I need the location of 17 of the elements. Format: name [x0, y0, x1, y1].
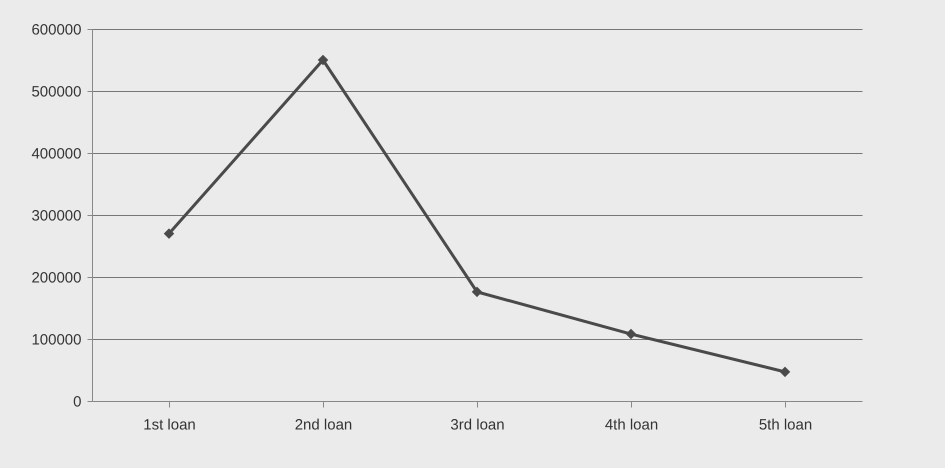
x-tick-label: 1st loan — [143, 416, 196, 434]
y-tick-label: 400000 — [31, 146, 82, 162]
x-tick-label: 4th loan — [604, 416, 658, 434]
point — [318, 54, 328, 66]
y-tick-label: 100000 — [31, 332, 82, 348]
y-tick-label: 200000 — [31, 270, 82, 286]
point — [164, 228, 174, 239]
x-tick-label: 2nd loan — [294, 416, 352, 434]
y-tick-label: 600000 — [31, 22, 82, 38]
point — [472, 286, 482, 298]
y-tick-label: 300000 — [31, 208, 82, 224]
point — [780, 366, 790, 378]
point — [626, 328, 636, 340]
x-tick-label: 3rd loan — [450, 416, 505, 434]
x-tick-label: 5th loan — [758, 416, 812, 434]
y-tick-label: 0 — [73, 394, 82, 410]
y-tick-label: 500000 — [31, 84, 82, 100]
